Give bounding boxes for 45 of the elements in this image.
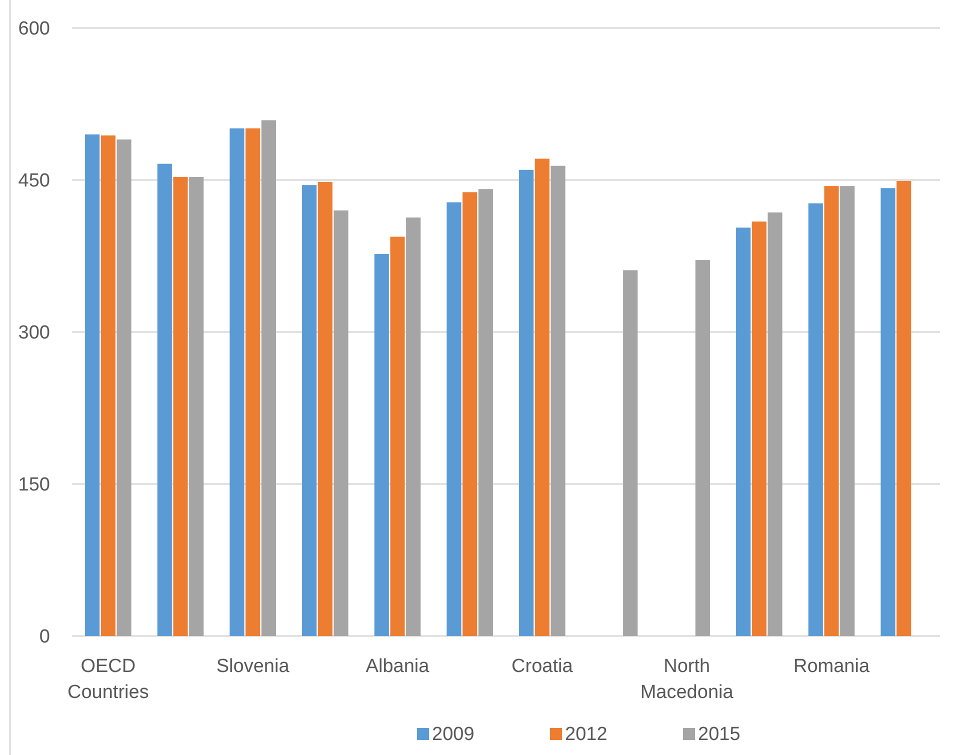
y-tick-label: 450: [18, 170, 50, 192]
bar: [230, 128, 244, 636]
bar: [334, 210, 348, 636]
bar: [157, 164, 172, 636]
bar: [100, 135, 116, 636]
bar: [261, 120, 276, 636]
bar: [374, 254, 389, 636]
bar: [519, 170, 534, 636]
bar: [695, 260, 710, 636]
legend-label: 2009: [432, 724, 474, 745]
bar: [550, 166, 566, 636]
bar: [173, 176, 188, 636]
bar: [896, 181, 912, 636]
y-tick-label: 150: [18, 474, 50, 496]
bar: [768, 212, 782, 636]
bar: [752, 222, 766, 636]
bar: [840, 186, 855, 636]
bar: [534, 158, 550, 636]
bar: [189, 176, 204, 636]
bar: [623, 270, 638, 636]
x-tick-label: North Macedonia: [640, 656, 734, 703]
x-tick-label: Romania: [793, 656, 870, 677]
bar: [446, 202, 462, 636]
bar: [246, 128, 260, 636]
bar: [736, 228, 751, 636]
x-tick-label: OECD Countries: [68, 656, 149, 703]
y-tick-label: 600: [18, 18, 50, 40]
legend-label: 2015: [698, 724, 740, 745]
x-tick-label: Croatia: [512, 656, 574, 677]
bar: [406, 217, 421, 636]
y-tick-label: 0: [39, 626, 50, 648]
bar: [390, 236, 405, 636]
bar: [116, 139, 132, 636]
bar: [478, 189, 493, 636]
x-tick-label: Albania: [366, 656, 430, 677]
bar: [824, 186, 839, 636]
legend-label: 2012: [565, 724, 608, 745]
x-tick-label: Slovenia: [216, 656, 290, 677]
bar: [302, 185, 317, 636]
bar: [880, 188, 896, 636]
bar: [462, 192, 478, 636]
bar: [318, 182, 332, 636]
y-tick-label: 300: [18, 322, 50, 344]
bar: [808, 203, 823, 636]
bar: [85, 134, 100, 636]
